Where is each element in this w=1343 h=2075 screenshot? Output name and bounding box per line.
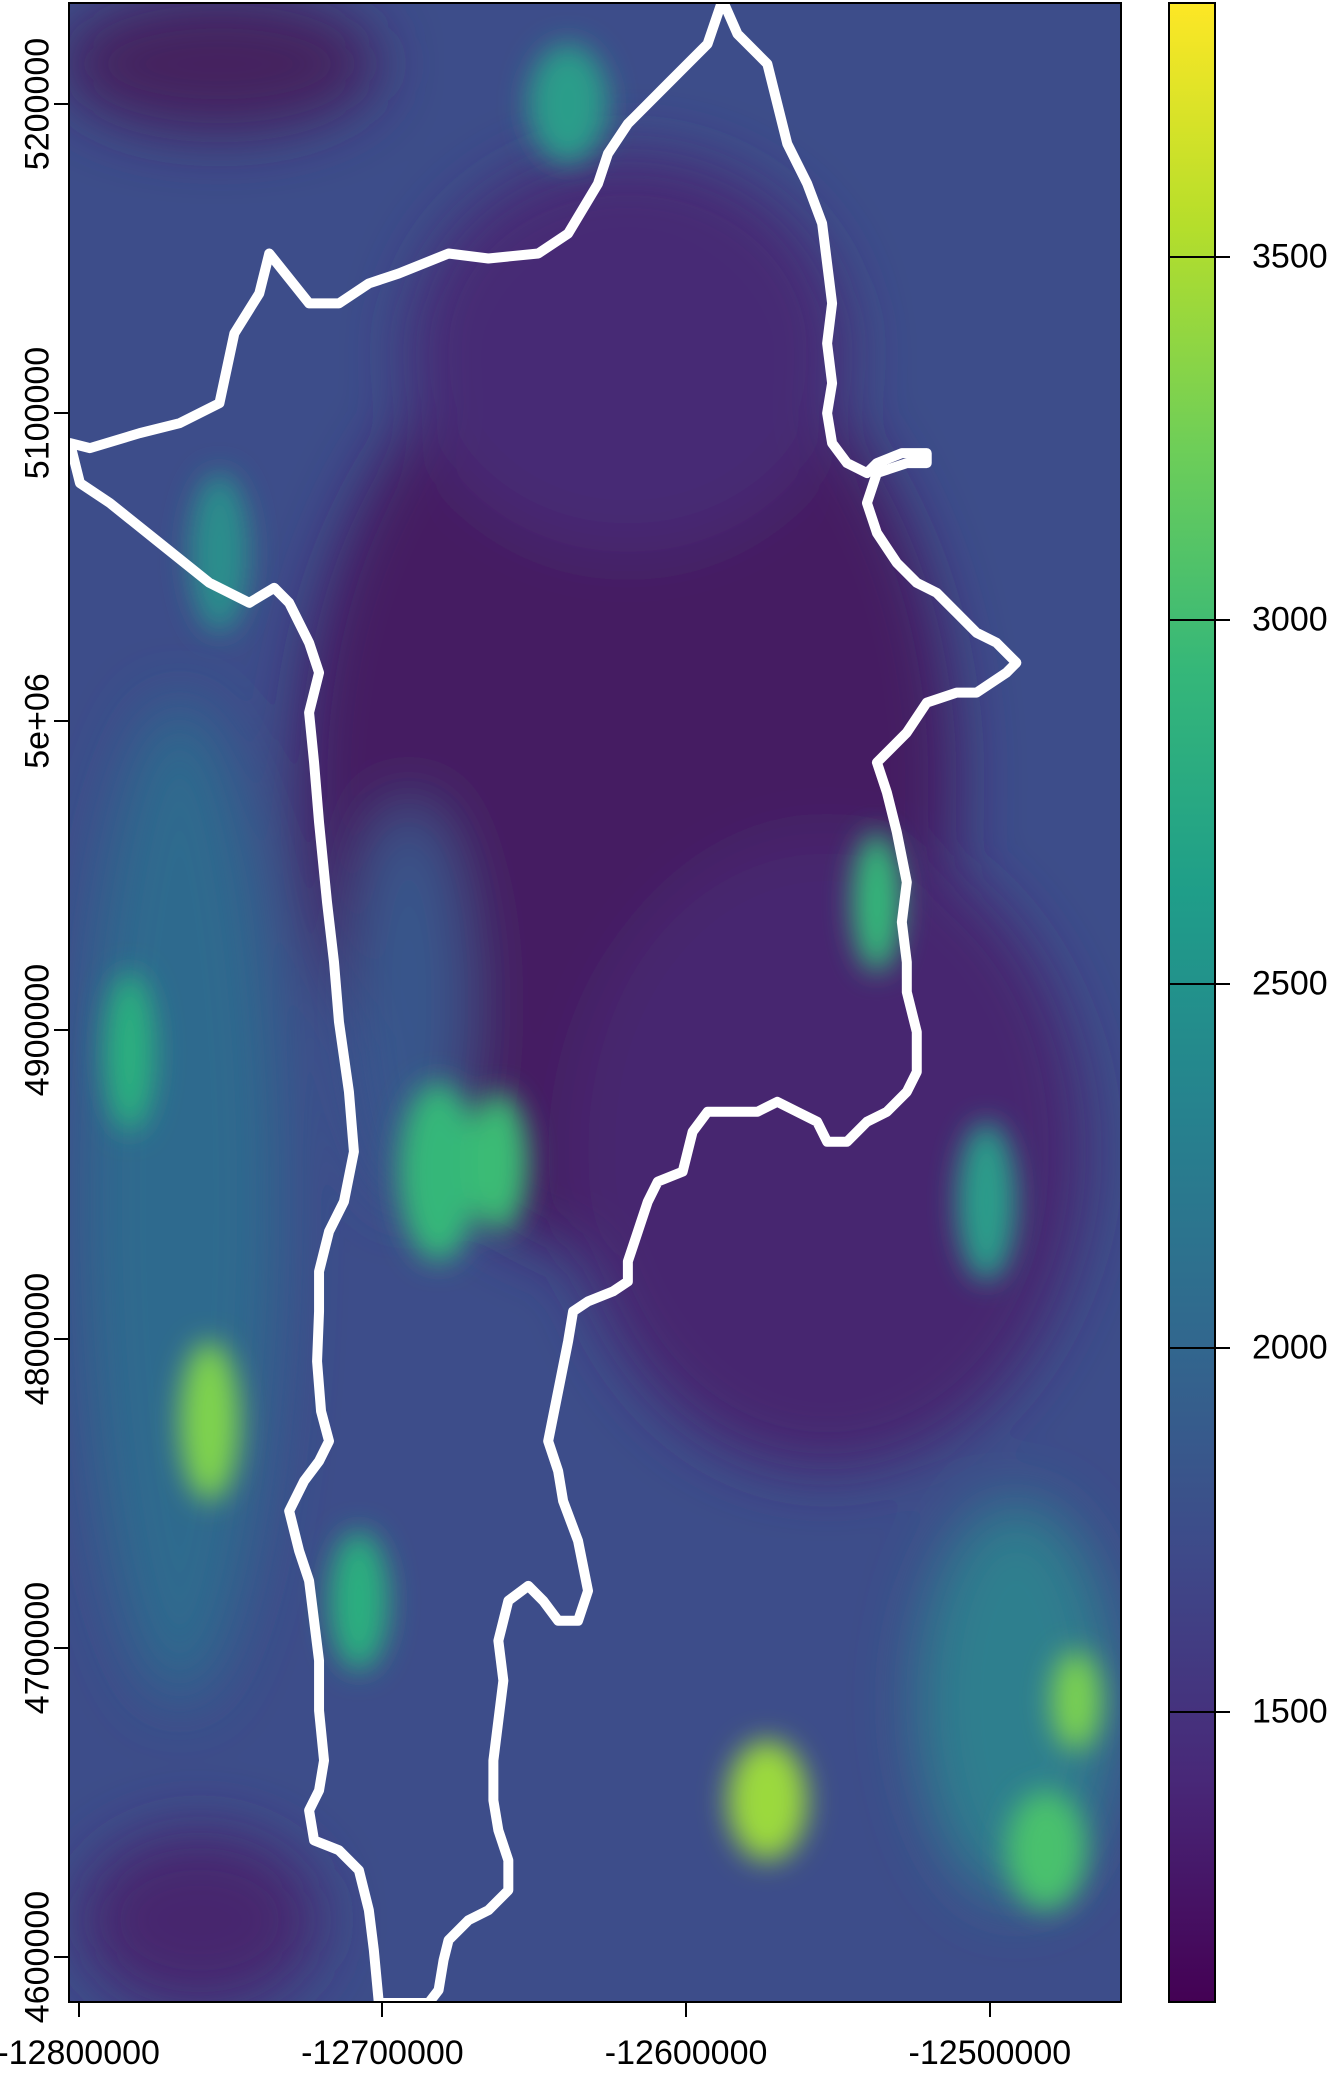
x-tick-label: -12800000: [0, 2034, 160, 2072]
y-tick-label: 4600000: [18, 1890, 57, 2023]
colorbar-tick-label: 3500: [1252, 237, 1328, 276]
colorbar-tick-label: 2000: [1252, 1328, 1328, 1367]
colorbar-tick-label: 1500: [1252, 1692, 1328, 1731]
elevation-ridges: [104, 43, 1102, 1911]
y-tick-label: 5e+06: [18, 673, 57, 770]
y-tick-label: 4700000: [18, 1581, 57, 1715]
y-tick-label: 5100000: [18, 346, 57, 479]
x-tick-mark: [77, 2003, 80, 2017]
y-tick-label: 4900000: [18, 964, 57, 1097]
y-tick-mark: [54, 411, 68, 414]
y-tick-label: 4800000: [18, 1272, 57, 1406]
colorbar-tick-label: 2500: [1252, 964, 1328, 1003]
colorbar-tick-mark: [1168, 983, 1230, 986]
x-tick-label: -12500000: [908, 2034, 1072, 2072]
y-tick-mark: [54, 1955, 68, 1958]
colorbar-tick-mark: [1168, 619, 1230, 622]
elevation-raster: [70, 4, 1120, 2001]
x-tick-mark: [381, 2003, 384, 2017]
y-tick-mark: [54, 1338, 68, 1341]
x-tick-label: -12700000: [301, 2034, 464, 2072]
y-tick-mark: [54, 720, 68, 723]
colorbar-tick-mark: [1168, 1347, 1230, 1350]
y-tick-mark: [54, 1029, 68, 1032]
colorbar: [1168, 2, 1216, 2003]
y-tick-mark: [54, 1646, 68, 1649]
x-tick-mark: [685, 2003, 688, 2017]
x-tick-mark: [988, 2003, 991, 2017]
y-tick-label: 5200000: [18, 37, 57, 171]
y-tick-mark: [54, 102, 68, 105]
colorbar-tick-label: 3000: [1252, 600, 1328, 639]
colorbar-tick-mark: [1168, 255, 1230, 258]
elevation-map: [68, 2, 1122, 2003]
x-tick-label: -12600000: [604, 2034, 768, 2072]
basin-boundary: [70, 4, 1022, 2001]
colorbar-tick-mark: [1168, 1710, 1230, 1713]
